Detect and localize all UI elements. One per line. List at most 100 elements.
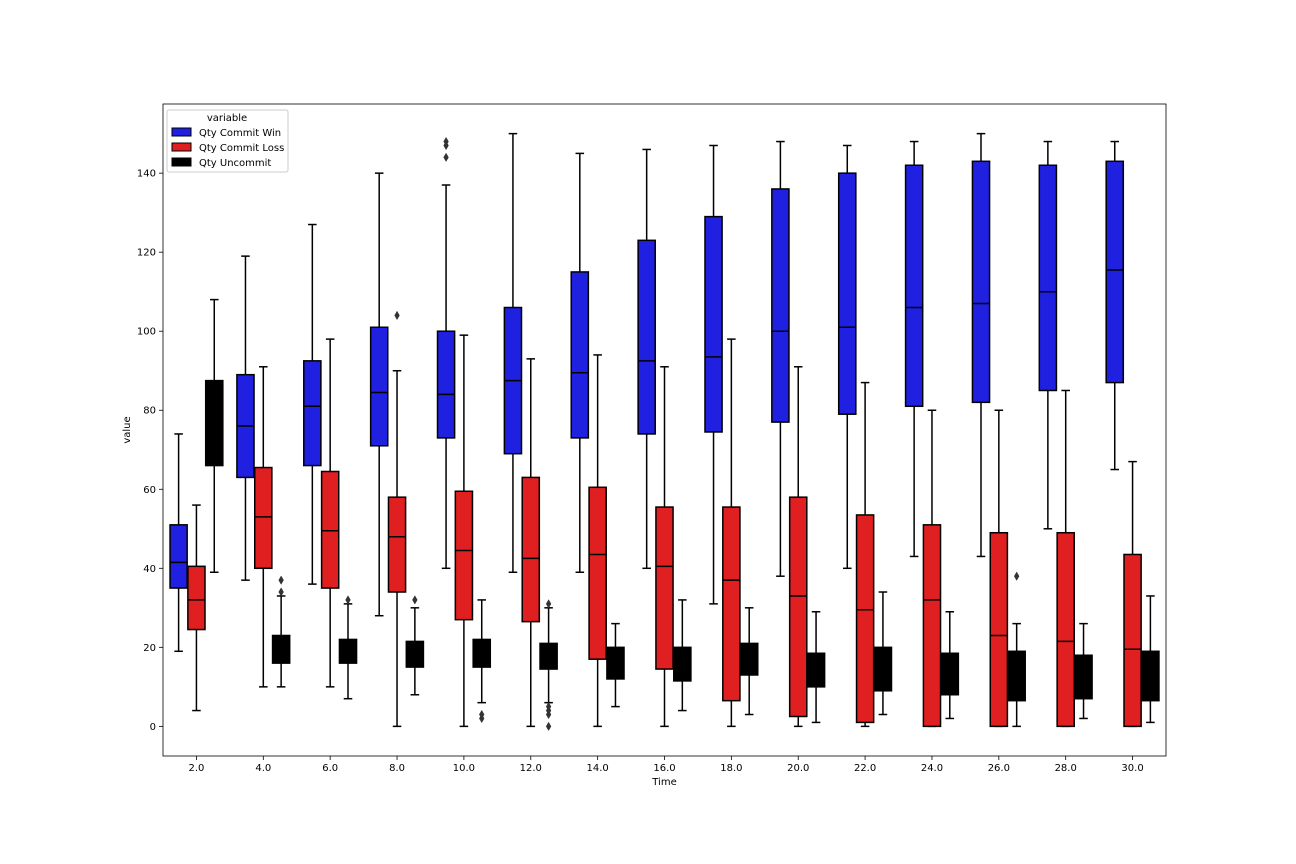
box-iqr: [405, 640, 425, 668]
box-qty-uncommit-28.0: [1074, 622, 1093, 720]
box-qty-commit-win-14.0: [570, 152, 590, 574]
box-qty-uncommit-8.0: [405, 595, 425, 696]
box-qty-uncommit-24.0: [940, 611, 960, 720]
legend-swatch: [171, 142, 192, 152]
x-tick-label: 18.0: [720, 763, 742, 774]
outlier-point: [545, 701, 552, 712]
box-iqr: [303, 360, 322, 467]
x-tick-label: 12.0: [520, 763, 542, 774]
outlier-point: [412, 595, 418, 605]
box-iqr: [539, 642, 558, 670]
x-tick-label: 24.0: [921, 763, 943, 774]
outlier-point: [443, 152, 449, 163]
y-tick-label: 20: [143, 643, 156, 654]
x-tick-label: 30.0: [1121, 763, 1143, 774]
x-axis-label: Time: [651, 777, 676, 788]
box-iqr: [1007, 650, 1026, 702]
box-iqr: [169, 524, 188, 589]
box-qty-commit-loss-28.0: [1056, 389, 1076, 728]
legend-swatch: [171, 127, 192, 137]
box-iqr: [1074, 654, 1093, 700]
box-iqr: [521, 476, 541, 623]
legend: variable Qty Commit Win Qty Commit Loss Qt…: [166, 109, 289, 173]
box-qty-commit-loss-18.0: [722, 338, 741, 728]
box-iqr: [922, 524, 942, 728]
x-tick-label: 8.0: [389, 763, 405, 774]
outlier-point: [443, 136, 449, 147]
box-qty-commit-win-30.0: [1105, 140, 1125, 471]
box-qty-commit-loss-4.0: [253, 366, 273, 688]
box-qty-commit-loss-20.0: [788, 366, 808, 728]
box-iqr: [771, 188, 790, 423]
legend-entry: Qty Commit Win: [171, 127, 281, 139]
box-qty-commit-win-22.0: [837, 144, 857, 570]
box-iqr: [570, 271, 590, 439]
y-tick-label: 80: [143, 406, 156, 417]
box-iqr: [454, 490, 474, 621]
legend-entry-label: Qty Commit Win: [199, 128, 281, 139]
box-qty-commit-win-6.0: [303, 223, 322, 585]
box-qty-commit-win-16.0: [637, 148, 656, 570]
y-tick-label: 100: [137, 327, 156, 338]
box-iqr: [1038, 164, 1058, 392]
box-iqr: [369, 326, 389, 447]
box-qty-commit-win-12.0: [503, 132, 523, 574]
y-axis-label: value: [122, 416, 133, 443]
box-iqr: [436, 330, 456, 439]
outlier-point: [278, 587, 284, 597]
box-iqr: [806, 652, 826, 688]
box-marks: [169, 132, 1160, 732]
box-qty-commit-win-20.0: [771, 140, 790, 577]
box-iqr: [1123, 553, 1142, 728]
box-iqr: [940, 652, 960, 696]
outlier-point: [1013, 571, 1020, 581]
legend-entry-label: Qty Uncommit: [199, 158, 271, 169]
y-tick-label: 120: [137, 248, 156, 259]
box-qty-uncommit-30.0: [1141, 595, 1160, 724]
legend-swatch: [171, 157, 192, 167]
box-qty-commit-loss-22.0: [855, 381, 875, 728]
box-iqr: [989, 531, 1009, 728]
box-qty-commit-win-28.0: [1038, 140, 1058, 530]
box-qty-uncommit-20.0: [806, 611, 826, 724]
box-qty-uncommit-14.0: [606, 622, 625, 708]
y-tick-label: 40: [143, 564, 156, 575]
box-iqr: [387, 496, 407, 593]
box-iqr: [1141, 650, 1160, 702]
box-qty-uncommit-12.0: [539, 599, 558, 732]
box-iqr: [673, 646, 692, 682]
box-qty-commit-loss-30.0: [1123, 460, 1142, 728]
y-tick-label: 0: [150, 722, 156, 733]
box-iqr: [204, 379, 224, 467]
outlier-point: [394, 310, 400, 321]
box-qty-commit-loss-10.0: [454, 334, 474, 728]
box-iqr: [1105, 160, 1125, 384]
legend-entry: Qty Uncommit: [171, 157, 271, 169]
box-qty-uncommit-4.0: [271, 575, 291, 688]
box-iqr: [837, 172, 857, 415]
box-qty-uncommit-18.0: [739, 607, 759, 716]
outlier-point: [479, 709, 485, 720]
y-tick-label: 140: [137, 169, 156, 180]
box-iqr: [187, 565, 206, 631]
plot-frame: [162, 103, 1167, 757]
x-tick-label: 4.0: [255, 763, 271, 774]
box-iqr: [722, 506, 741, 702]
legend-title: variable: [207, 113, 247, 124]
box-qty-commit-loss-6.0: [320, 338, 340, 688]
box-qty-commit-loss-8.0: [387, 310, 407, 728]
box-qty-uncommit-26.0: [1007, 571, 1026, 728]
x-tick-label: 28.0: [1055, 763, 1077, 774]
y-tick-label: 60: [143, 485, 156, 496]
legend-entry: Qty Commit Loss: [171, 142, 284, 154]
box-qty-commit-loss-24.0: [922, 409, 942, 728]
box-qty-commit-win-24.0: [904, 140, 924, 558]
y-axis-ticks: 0 20 40 60 80 100 120 140: [137, 169, 163, 733]
outlier-point: [545, 721, 552, 732]
legend-box: [166, 109, 289, 173]
x-tick-label: 22.0: [854, 763, 876, 774]
box-qty-commit-loss-16.0: [655, 366, 674, 728]
outlier-point: [345, 595, 351, 605]
x-tick-label: 26.0: [988, 763, 1010, 774]
x-tick-label: 14.0: [587, 763, 609, 774]
